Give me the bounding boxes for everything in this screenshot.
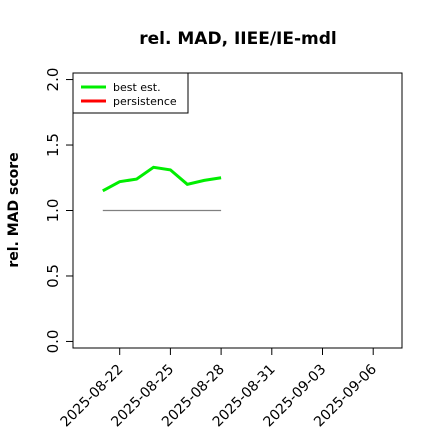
legend-label: persistence bbox=[113, 95, 177, 108]
y-tick-label: 2.0 bbox=[44, 68, 62, 92]
legend-box bbox=[72, 72, 189, 114]
y-tick-label: 0.0 bbox=[44, 330, 62, 354]
y-tick-label: 1.5 bbox=[44, 133, 62, 157]
y-tick-label: 0.5 bbox=[44, 264, 62, 288]
y-tick-label: 1.0 bbox=[44, 199, 62, 223]
y-axis-label: rel. MAD score bbox=[6, 152, 22, 267]
chart-title: rel. MAD, IIEE/IE-mdl bbox=[139, 29, 336, 49]
series-line bbox=[102, 165, 222, 193]
legend-label: best est. bbox=[113, 81, 161, 94]
